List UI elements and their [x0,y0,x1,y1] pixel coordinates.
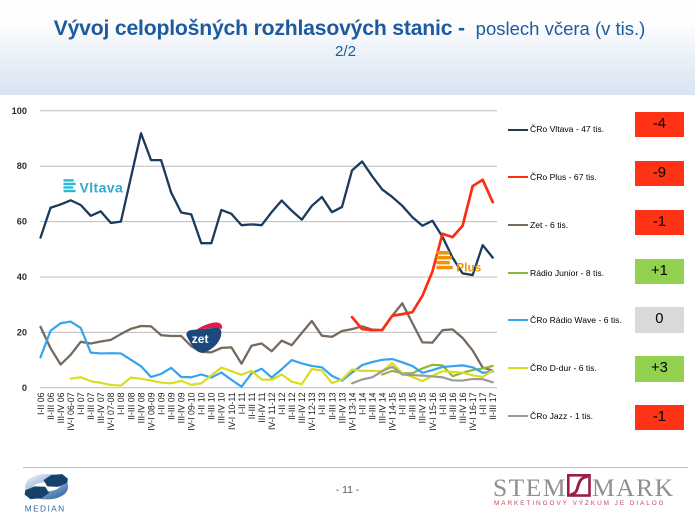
svg-text:IV-I 11-12: IV-I 11-12 [267,392,277,430]
svg-text:IV-I 07-08: IV-I 07-08 [106,392,116,430]
svg-text:II-III 14: II-III 14 [367,392,377,419]
svg-text:IV-I 12-13: IV-I 12-13 [307,392,317,430]
svg-text:III-IV 11: III-IV 11 [257,392,267,422]
svg-text:II-III 13: II-III 13 [327,392,337,419]
svg-text:III-IV 09: III-IV 09 [177,392,187,423]
svg-text:II-III 08: II-III 08 [126,392,136,419]
svg-text:III-IV 12: III-IV 12 [297,392,307,423]
svg-text:Vltava: Vltava [80,180,124,196]
svg-text:20: 20 [17,327,27,337]
svg-text:I-II 15: I-II 15 [398,392,408,415]
svg-text:Plus: Plus [456,261,481,275]
svg-text:40: 40 [17,272,27,282]
svg-text:zet: zet [192,332,209,346]
svg-text:IV-I 08-09: IV-I 08-09 [146,392,156,430]
svg-text:I-II 09: I-II 09 [156,392,166,415]
svg-text:II-III 10: II-III 10 [207,392,217,419]
svg-text:I-II 11: I-II 11 [237,392,247,414]
svg-text:IV-I 16-17: IV-I 16-17 [468,392,478,430]
svg-text:II-III 17: II-III 17 [488,392,498,419]
svg-text:III-IV 13: III-IV 13 [337,392,347,423]
svg-text:III-IV 07: III-IV 07 [96,392,106,423]
svg-text:III-IV 16: III-IV 16 [458,392,468,423]
svg-text:I-II 17: I-II 17 [478,392,488,415]
svg-text:IV-I 09-10: IV-I 09-10 [187,392,197,430]
svg-text:II-III 16: II-III 16 [448,392,458,419]
svg-text:I-II 12: I-II 12 [277,392,287,415]
svg-text:I-II 06: I-II 06 [36,392,46,415]
svg-text:60: 60 [17,217,27,227]
svg-text:II-III 06: II-III 06 [46,392,56,419]
svg-text:I-II 07: I-II 07 [76,392,86,415]
svg-text:80: 80 [17,161,27,171]
svg-text:II-III 15: II-III 15 [408,392,418,419]
svg-text:III-IV 06: III-IV 06 [56,392,66,423]
svg-text:III-IV 10: III-IV 10 [217,392,227,423]
svg-text:III-IV 14: III-IV 14 [378,392,388,423]
svg-text:IV-I 13-14: IV-I 13-14 [347,392,357,430]
svg-text:IV-I 10-11: IV-I 10-11 [227,392,237,430]
svg-text:I-II 14: I-II 14 [357,392,367,415]
svg-text:IV-I 15-16: IV-I 15-16 [428,392,438,430]
svg-text:II-III 09: II-III 09 [166,392,176,419]
svg-text:I-II 13: I-II 13 [317,392,327,415]
svg-text:I-II 10: I-II 10 [197,392,207,415]
svg-text:I-II 08: I-II 08 [116,392,126,415]
svg-text:IV-I 06-07: IV-I 06-07 [66,392,76,430]
svg-text:II-III 11: II-III 11 [247,392,257,419]
svg-text:II-III 12: II-III 12 [287,392,297,419]
svg-text:II-III 07: II-III 07 [86,392,96,419]
svg-text:MEDIAN: MEDIAN [25,503,66,513]
svg-text:IV-I 14-15: IV-I 14-15 [388,392,398,430]
svg-text:0: 0 [22,383,27,393]
svg-text:I-II 16: I-II 16 [438,392,448,415]
svg-text:III-IV 08: III-IV 08 [136,392,146,423]
svg-text:100: 100 [12,106,27,116]
svg-text:III-IV 15: III-IV 15 [418,392,428,423]
